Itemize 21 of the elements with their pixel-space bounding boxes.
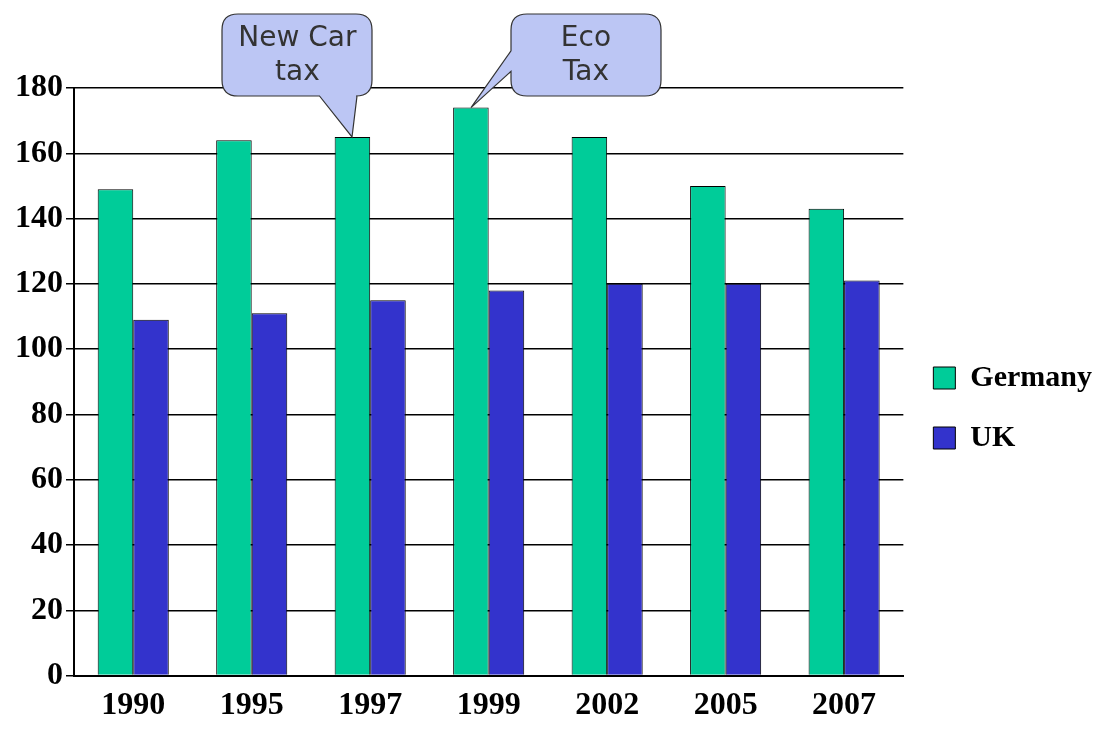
- y-tick-label: 180: [15, 67, 63, 104]
- annotation: Eco Tax: [559, 20, 612, 88]
- x-tick-label: 1997: [338, 685, 403, 722]
- y-tick-label: 60: [31, 459, 63, 495]
- x-tick-label: 2002: [575, 685, 640, 722]
- x-tick-label: 1999: [456, 685, 521, 722]
- y-tick-label: 0: [47, 654, 63, 691]
- y-tick-label: 40: [31, 524, 63, 561]
- y-tick-label: 140: [15, 197, 63, 234]
- y-tick-label: 20: [31, 589, 63, 626]
- x-tick-label: 1995: [219, 685, 284, 722]
- x-tick-label: 2007: [812, 685, 877, 722]
- y-tick-label: 80: [31, 393, 63, 430]
- legend-label: Germany: [970, 358, 1092, 392]
- legend-label: UK: [970, 418, 1017, 452]
- y-tick-label: 120: [15, 263, 63, 300]
- y-tick-label: 100: [15, 328, 63, 365]
- x-tick-label: 1990: [101, 685, 166, 722]
- y-tick-label: 160: [15, 132, 63, 169]
- x-tick-label: 2005: [693, 685, 758, 722]
- annotation: New Car tax: [237, 20, 358, 88]
